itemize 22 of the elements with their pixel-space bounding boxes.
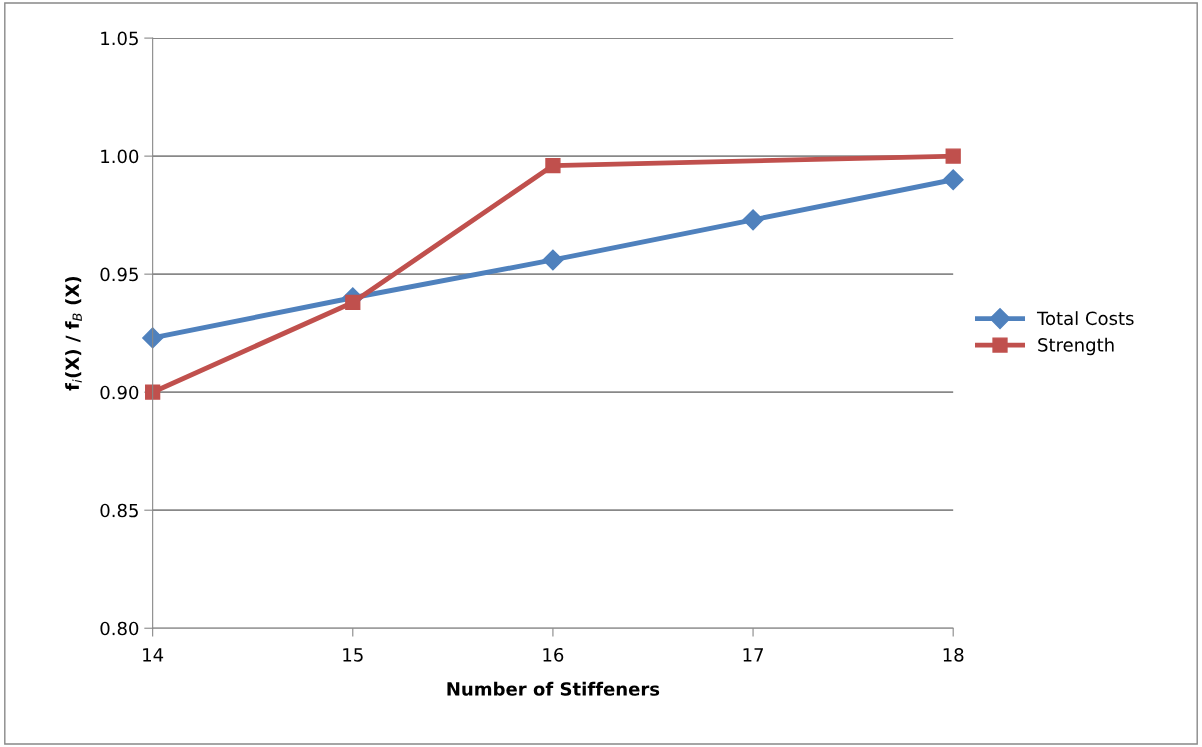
y-axis-title: f$_{i}$(X) / f$_{B}$ (X): [65, 276, 82, 391]
y-tick-label: 0.90: [100, 385, 139, 400]
y-tick-label: 1.05: [101, 31, 138, 46]
point: [542, 249, 564, 271]
x-tick-label: 15: [343, 648, 363, 662]
y-tick-label: 0.80: [100, 621, 139, 636]
legend-label: Total Costs: [1036, 311, 1134, 326]
point: [545, 157, 561, 174]
x-tick-label: 14: [143, 648, 164, 662]
point: [345, 294, 361, 311]
y-tick-label: 0.95: [100, 267, 138, 282]
point: [942, 169, 964, 191]
y-tick-label: 1.00: [101, 149, 139, 164]
x-tick-label: 16: [543, 647, 564, 662]
legend-label: Strength: [1038, 337, 1114, 356]
x-tick-label: 18: [943, 647, 964, 662]
point: [742, 209, 764, 231]
y-tick-label: 0.85: [100, 503, 138, 518]
x-axis-title: Number of Stiffeners: [447, 681, 660, 696]
point: [945, 148, 961, 164]
x-tick-label: 17: [743, 648, 763, 662]
point: [142, 327, 164, 349]
